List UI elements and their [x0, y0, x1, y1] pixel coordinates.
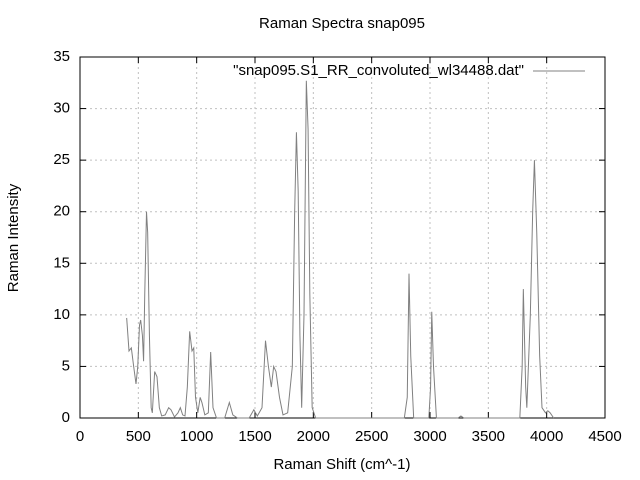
plot-frame	[79, 56, 606, 419]
y-tick-label: 5	[62, 357, 70, 374]
x-tick-label: 2000	[297, 428, 330, 445]
legend-label: "snap095.S1_RR_convoluted_wl34488.dat"	[233, 62, 524, 79]
x-tick-label: 4000	[530, 428, 563, 445]
y-tick-label: 35	[53, 48, 70, 65]
x-tick-label: 1500	[238, 428, 271, 445]
x-tick-label: 1000	[180, 428, 213, 445]
x-tick-label: 0	[76, 428, 84, 445]
x-axis-label: Raman Shift (cm^-1)	[273, 456, 410, 473]
y-axis-label: Raman Intensity	[5, 183, 22, 292]
x-tick-label: 2500	[355, 428, 388, 445]
y-tick-label: 30	[53, 100, 70, 117]
x-tick-label: 500	[126, 428, 151, 445]
y-tick-label: 10	[53, 306, 70, 323]
chart-title: Raman Spectra snap095	[259, 15, 425, 32]
y-tick-label: 20	[53, 203, 70, 220]
x-tick-label: 3500	[472, 428, 505, 445]
y-tick-label: 15	[53, 254, 70, 271]
y-tick-label: 25	[53, 151, 70, 168]
x-tick-label: 3000	[413, 428, 446, 445]
series-line	[126, 80, 555, 419]
y-tick-label: 0	[62, 409, 70, 426]
x-tick-label: 4500	[588, 428, 621, 445]
